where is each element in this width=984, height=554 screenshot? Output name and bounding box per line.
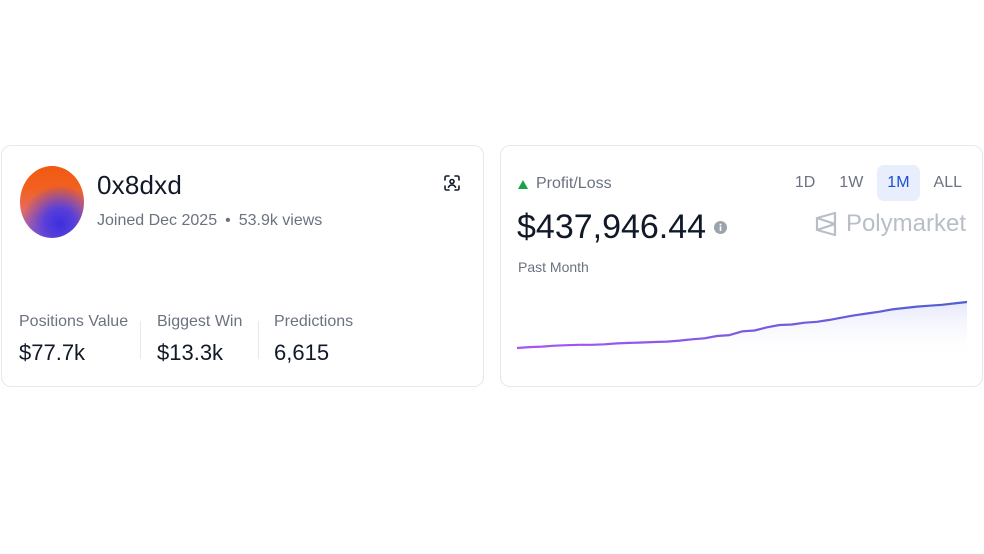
period-label: Past Month [518, 259, 589, 275]
stat-value: $13.3k [157, 340, 224, 365]
profit-loss-header: Profit/Loss [518, 175, 612, 193]
stat-biggest-win: Biggest Win $13.3k [157, 313, 242, 366]
stat-label: Positions Value [19, 313, 129, 330]
stat-value: 6,615 [274, 340, 330, 365]
view-count: 53.9k views [238, 212, 323, 229]
profit-loss-label: Profit/Loss [536, 175, 612, 192]
profit-loss-amount: $437,946.44 [517, 208, 707, 246]
stat-divider [258, 321, 259, 359]
stat-divider [140, 321, 141, 359]
tab-1w[interactable]: 1W [839, 174, 864, 191]
brand-name: Polymarket [845, 210, 966, 237]
profile-meta: Joined Dec 2025 • 53.9k views [97, 212, 322, 230]
scan-face-button[interactable] [442, 173, 462, 193]
chart-area-fill [517, 302, 967, 358]
info-icon[interactable] [714, 221, 728, 234]
polymarket-logo: Polymarket [814, 210, 966, 238]
stat-label: Predictions [274, 313, 354, 330]
polymarket-icon [815, 211, 837, 237]
profile-card: 0x8dxd Joined Dec 2025 • 53.9k views Posit… [1, 145, 484, 387]
stat-positions-value: Positions Value $77.7k [19, 313, 128, 366]
chart-series-line [517, 300, 967, 350]
stat-predictions: Predictions 6,615 [274, 313, 353, 366]
separator-dot: • [225, 212, 231, 229]
range-tabs: 1D 1W 1M ALL [785, 165, 972, 201]
trend-up-icon [518, 179, 528, 189]
tab-1d[interactable]: 1D [794, 174, 816, 191]
joined-date: Joined Dec 2025 [97, 212, 218, 229]
tab-1m[interactable]: 1M [877, 165, 920, 201]
stat-value: $77.7k [19, 340, 86, 365]
tab-all[interactable]: ALL [933, 174, 962, 191]
profit-loss-card: Profit/Loss 1D 1W 1M ALL $437,946.44 Pol… [500, 145, 983, 387]
avatar[interactable] [20, 166, 84, 238]
profit-loss-value-row: $437,946.44 [517, 208, 728, 247]
stat-label: Biggest Win [157, 313, 243, 330]
profit-loss-chart [517, 300, 967, 358]
scan-face-icon [444, 175, 460, 191]
username: 0x8dxd [97, 170, 183, 200]
